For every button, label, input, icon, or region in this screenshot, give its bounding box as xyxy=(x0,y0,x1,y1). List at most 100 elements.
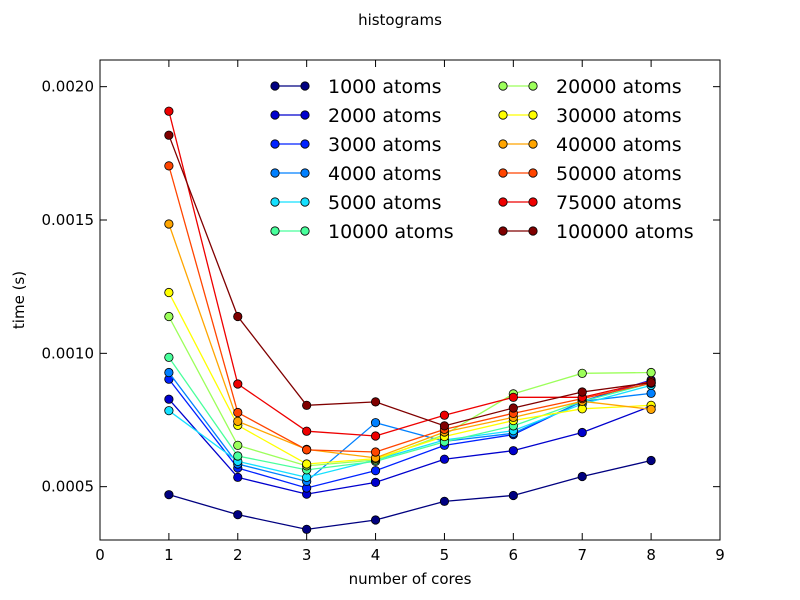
x-tick-label: 0 xyxy=(95,546,105,564)
legend-item: 5000 atoms xyxy=(270,192,442,214)
data-point xyxy=(164,490,174,500)
plot-frame xyxy=(99,59,721,541)
y-tick-label: 0.0020 xyxy=(42,78,95,96)
plot-area xyxy=(164,106,656,534)
legend-marker xyxy=(300,139,310,149)
data-point xyxy=(370,477,381,487)
data-point xyxy=(577,471,587,482)
data-point xyxy=(577,387,587,397)
legend-label: 100000 atoms xyxy=(556,221,694,243)
legend-marker xyxy=(498,81,508,91)
legend-label: 5000 atoms xyxy=(328,192,442,214)
legend-marker xyxy=(270,197,280,207)
y-tick-label: 0.0015 xyxy=(42,211,95,229)
data-point xyxy=(646,378,656,388)
data-point xyxy=(577,427,587,438)
data-point xyxy=(302,524,312,534)
data-point xyxy=(302,400,312,410)
legend-marker xyxy=(498,139,508,149)
y-axis: 0.0005 0.0010 0.0015 0.0020 xyxy=(42,78,720,496)
data-point xyxy=(233,311,243,322)
legend-label: 75000 atoms xyxy=(556,192,682,214)
data-point xyxy=(370,466,381,476)
legend-label: 2000 atoms xyxy=(328,105,442,127)
data-point xyxy=(370,431,381,441)
data-point xyxy=(370,447,381,457)
legend-marker xyxy=(270,110,280,120)
series-0 xyxy=(164,455,656,534)
series-line xyxy=(168,459,652,530)
data-point xyxy=(233,379,243,389)
data-point xyxy=(439,454,450,464)
legend-item: 2000 atoms xyxy=(270,105,442,127)
data-point xyxy=(508,446,518,456)
data-point xyxy=(439,421,450,431)
y-axis-label: time (s) xyxy=(10,271,28,329)
data-point xyxy=(164,130,174,140)
legend-marker xyxy=(300,81,310,91)
data-point xyxy=(164,352,174,362)
legend-item: 40000 atoms xyxy=(498,134,682,156)
legend-marker xyxy=(528,81,538,91)
data-point xyxy=(646,367,656,378)
legend-marker xyxy=(528,226,538,236)
legend-marker xyxy=(270,139,280,149)
x-tick-label: 9 xyxy=(715,546,725,564)
data-point xyxy=(646,388,656,398)
data-point xyxy=(646,455,656,466)
legend-label: 1000 atoms xyxy=(328,76,442,98)
legend-marker xyxy=(300,226,310,236)
data-point xyxy=(370,515,381,525)
data-point xyxy=(302,459,312,469)
x-axis: 0 1 2 3 4 5 6 7 8 9 xyxy=(95,60,725,564)
data-point xyxy=(164,394,174,404)
data-point xyxy=(508,490,518,501)
series-line xyxy=(168,134,652,427)
data-point xyxy=(508,392,518,402)
legend-label: 30000 atoms xyxy=(556,105,682,127)
y-tick-label: 0.0005 xyxy=(42,478,95,496)
data-point xyxy=(164,406,174,416)
data-point xyxy=(164,287,174,298)
x-tick-label: 4 xyxy=(371,546,381,564)
x-tick-label: 6 xyxy=(509,546,519,564)
legend-marker xyxy=(528,197,538,207)
legend-label: 50000 atoms xyxy=(556,163,682,185)
data-point xyxy=(164,311,174,322)
legend-item: 50000 atoms xyxy=(498,163,682,185)
legend-marker xyxy=(528,110,538,120)
series-line xyxy=(168,356,652,471)
series-line xyxy=(168,165,652,453)
x-tick-label: 2 xyxy=(233,546,243,564)
legend-item: 10000 atoms xyxy=(270,221,454,243)
legend-item: 100000 atoms xyxy=(498,221,694,243)
legend-item: 3000 atoms xyxy=(270,134,442,156)
x-tick-label: 5 xyxy=(440,546,450,564)
legend-marker xyxy=(498,168,508,178)
data-point xyxy=(233,510,243,520)
x-tick-label: 1 xyxy=(164,546,174,564)
data-point xyxy=(164,367,174,378)
legend-item: 4000 atoms xyxy=(270,163,442,185)
data-point xyxy=(233,407,243,418)
x-tick-label: 8 xyxy=(646,546,656,564)
chart-title: histograms xyxy=(358,11,442,29)
series-line xyxy=(168,292,652,465)
data-point xyxy=(233,416,243,426)
series-line xyxy=(168,384,652,479)
data-point xyxy=(370,397,381,407)
data-point xyxy=(233,440,243,450)
legend: 1000 atoms 2000 atoms 3000 atoms 4000 atoms… xyxy=(270,76,694,243)
data-point xyxy=(370,418,381,428)
series-1 xyxy=(164,394,656,499)
legend-marker xyxy=(270,226,280,236)
legend-marker xyxy=(528,168,538,178)
data-point xyxy=(233,451,243,461)
legend-item: 30000 atoms xyxy=(498,105,682,127)
legend-item: 1000 atoms xyxy=(270,76,442,98)
data-point xyxy=(302,445,312,455)
series-11 xyxy=(164,130,656,431)
x-tick-label: 7 xyxy=(577,546,587,564)
data-point xyxy=(439,410,450,420)
